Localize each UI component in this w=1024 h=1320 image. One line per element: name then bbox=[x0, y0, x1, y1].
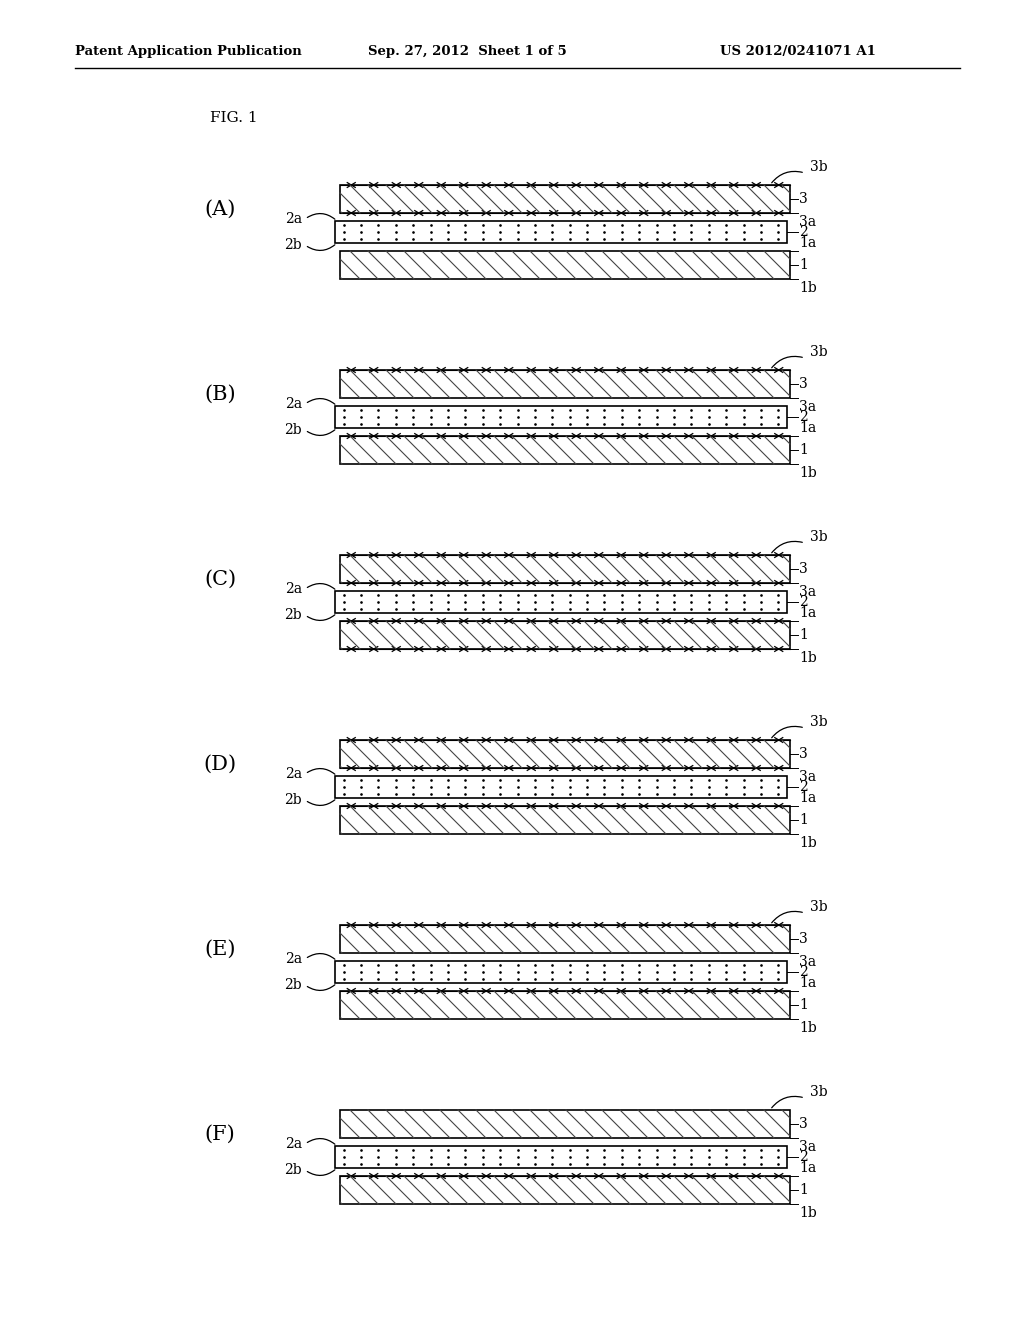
Text: 2a: 2a bbox=[285, 1137, 302, 1151]
Text: Patent Application Publication: Patent Application Publication bbox=[75, 45, 302, 58]
Bar bbox=[340, 185, 790, 213]
Text: 3b: 3b bbox=[810, 715, 827, 729]
Bar bbox=[335, 220, 787, 243]
Text: 3: 3 bbox=[799, 932, 808, 946]
Text: (E): (E) bbox=[204, 940, 236, 958]
Text: Sep. 27, 2012  Sheet 1 of 5: Sep. 27, 2012 Sheet 1 of 5 bbox=[368, 45, 566, 58]
Bar bbox=[340, 1176, 790, 1204]
Text: 2: 2 bbox=[799, 965, 808, 979]
Text: 1a: 1a bbox=[799, 236, 816, 249]
Text: 1a: 1a bbox=[799, 975, 816, 990]
Bar bbox=[335, 591, 787, 612]
Text: (A): (A) bbox=[205, 199, 236, 219]
Text: 3a: 3a bbox=[799, 1140, 816, 1154]
Text: 1b: 1b bbox=[799, 466, 817, 480]
Bar bbox=[340, 436, 790, 465]
Text: 3b: 3b bbox=[810, 160, 827, 174]
Text: 2b: 2b bbox=[285, 1163, 302, 1177]
Text: 3b: 3b bbox=[810, 345, 827, 359]
Text: 3a: 3a bbox=[799, 770, 816, 784]
Text: 3b: 3b bbox=[810, 531, 827, 544]
Text: 1a: 1a bbox=[799, 606, 816, 620]
Text: 1b: 1b bbox=[799, 281, 817, 294]
Text: (D): (D) bbox=[204, 755, 237, 774]
Text: 2: 2 bbox=[799, 780, 808, 795]
Text: 2a: 2a bbox=[285, 213, 302, 226]
Text: 3a: 3a bbox=[799, 215, 816, 228]
Text: 3b: 3b bbox=[810, 1085, 827, 1100]
Text: 2b: 2b bbox=[285, 793, 302, 807]
Bar bbox=[340, 554, 790, 583]
Text: 1: 1 bbox=[799, 813, 808, 828]
Text: 2a: 2a bbox=[285, 767, 302, 781]
Text: 2b: 2b bbox=[285, 609, 302, 622]
Text: 3a: 3a bbox=[799, 585, 816, 599]
Text: 2b: 2b bbox=[285, 978, 302, 993]
Text: 2b: 2b bbox=[285, 238, 302, 252]
Bar bbox=[335, 1146, 787, 1168]
Text: 1: 1 bbox=[799, 998, 808, 1012]
Bar bbox=[340, 251, 790, 279]
Text: (C): (C) bbox=[204, 569, 237, 589]
Text: 3: 3 bbox=[799, 191, 808, 206]
Text: 3: 3 bbox=[799, 1117, 808, 1131]
Text: FIG. 1: FIG. 1 bbox=[210, 111, 258, 125]
Text: 3: 3 bbox=[799, 747, 808, 762]
Bar bbox=[340, 991, 790, 1019]
Text: (B): (B) bbox=[204, 384, 236, 404]
Bar bbox=[335, 961, 787, 983]
Text: 2b: 2b bbox=[285, 422, 302, 437]
Text: 2a: 2a bbox=[285, 397, 302, 411]
Bar bbox=[335, 407, 787, 428]
Text: 1b: 1b bbox=[799, 836, 817, 850]
Text: 1: 1 bbox=[799, 1183, 808, 1197]
Text: 2: 2 bbox=[799, 1150, 808, 1164]
Bar bbox=[340, 620, 790, 649]
Text: 1b: 1b bbox=[799, 1206, 817, 1220]
Bar bbox=[340, 1110, 790, 1138]
Bar bbox=[340, 741, 790, 768]
Text: 2: 2 bbox=[799, 595, 808, 609]
Text: 1: 1 bbox=[799, 628, 808, 642]
Text: 1a: 1a bbox=[799, 791, 816, 805]
Text: 1: 1 bbox=[799, 257, 808, 272]
Text: (F): (F) bbox=[205, 1125, 236, 1143]
Text: 3: 3 bbox=[799, 562, 808, 576]
Text: 2a: 2a bbox=[285, 582, 302, 597]
Text: 3: 3 bbox=[799, 378, 808, 391]
Text: 1a: 1a bbox=[799, 1162, 816, 1175]
Text: 1a: 1a bbox=[799, 421, 816, 436]
Text: 1: 1 bbox=[799, 444, 808, 457]
Text: 3b: 3b bbox=[810, 900, 827, 913]
Text: 3a: 3a bbox=[799, 400, 816, 414]
Bar bbox=[340, 807, 790, 834]
Text: 3a: 3a bbox=[799, 954, 816, 969]
Bar bbox=[335, 776, 787, 799]
Text: 2: 2 bbox=[799, 224, 808, 239]
Text: US 2012/0241071 A1: US 2012/0241071 A1 bbox=[720, 45, 876, 58]
Bar bbox=[340, 925, 790, 953]
Text: 1b: 1b bbox=[799, 651, 817, 665]
Bar bbox=[340, 370, 790, 399]
Text: 2: 2 bbox=[799, 411, 808, 424]
Text: 1b: 1b bbox=[799, 1020, 817, 1035]
Text: 2a: 2a bbox=[285, 952, 302, 966]
